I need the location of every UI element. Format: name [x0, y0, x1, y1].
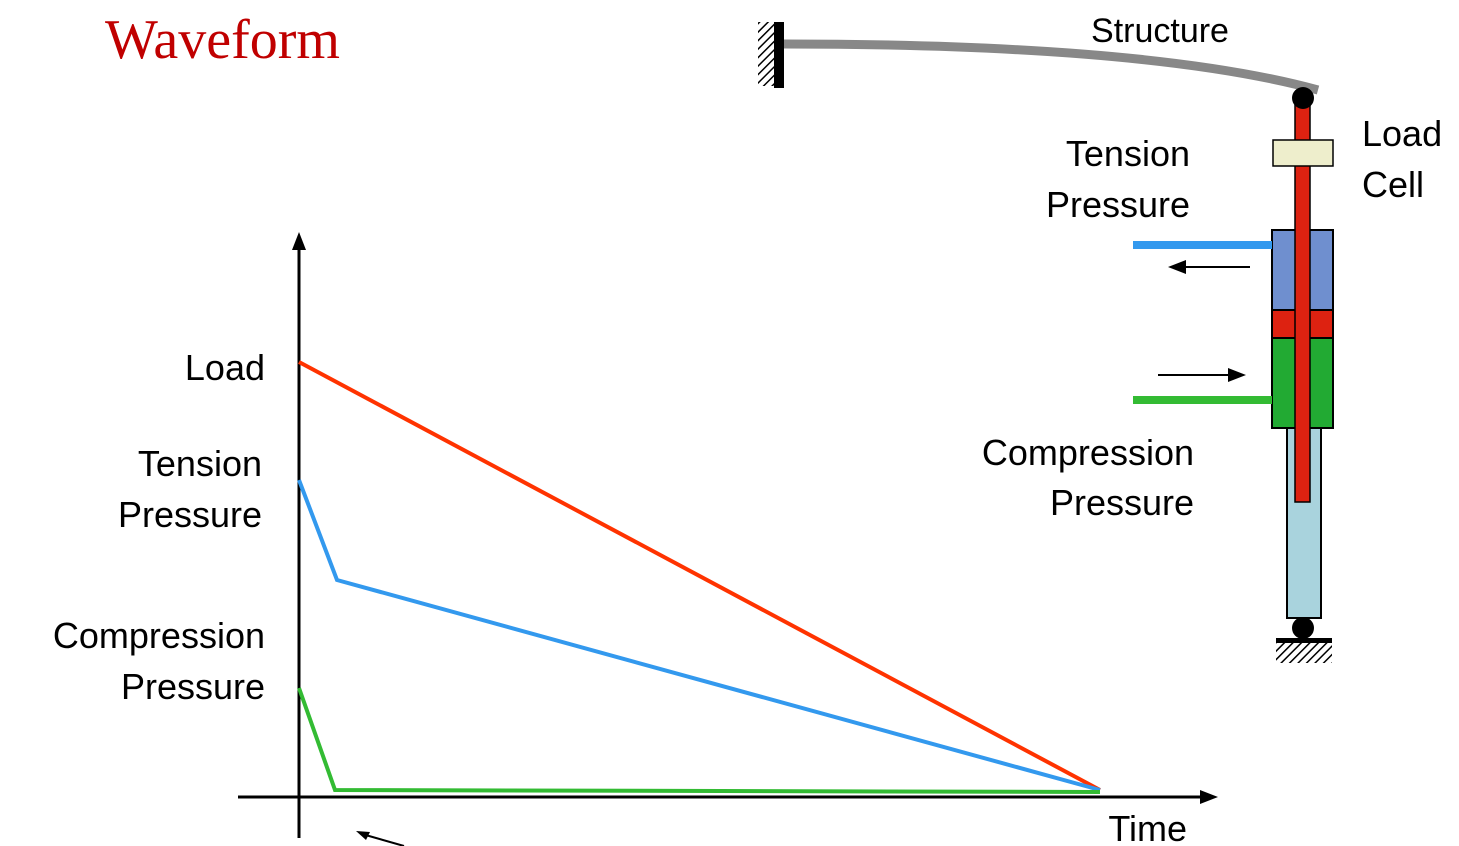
tension-pressure-label-line2: Pressure — [1046, 184, 1190, 225]
compression-pipe — [1133, 396, 1272, 404]
x-axis-arrowhead — [1200, 790, 1218, 804]
wall-support-hatch — [758, 22, 774, 86]
load-cell-label-line1: Load — [1362, 113, 1442, 154]
wall-support — [774, 22, 784, 88]
structure-beam — [783, 39, 1320, 95]
load-cell-label-line2: Cell — [1362, 164, 1424, 205]
tension-flow-arrowhead — [1168, 260, 1186, 274]
bottom-pin-joint — [1292, 617, 1314, 639]
y-axis-arrowhead — [292, 232, 306, 250]
compression-pressure-label-line1: Compression — [982, 432, 1194, 473]
compression-flow-arrowhead — [1228, 368, 1246, 382]
tension-axis-label-line1: Tension — [138, 443, 262, 484]
pointer-arrowhead — [356, 831, 370, 840]
pointer-arrow — [361, 833, 405, 846]
tension-pressure-label-line1: Tension — [1066, 133, 1190, 174]
tension-axis-label-line2: Pressure — [118, 494, 262, 535]
load-axis-label: Load — [185, 347, 265, 388]
structure-label: Structure — [1091, 12, 1229, 50]
waveform-graph: Load Tension Pressure Compression Pressu… — [53, 232, 1218, 846]
ground-hatch — [1276, 643, 1332, 663]
load-cell — [1272, 139, 1334, 167]
tension-pressure-line — [297, 479, 1101, 792]
compression-axis-label-line1: Compression — [53, 615, 265, 656]
time-axis-label: Time — [1108, 808, 1187, 846]
compression-pressure-label-line2: Pressure — [1050, 482, 1194, 523]
ground-plate — [1276, 638, 1332, 643]
load-line — [298, 360, 1101, 792]
compression-axis-label-line2: Pressure — [121, 666, 265, 707]
compression-pressure-line — [297, 687, 1101, 794]
top-pin-joint — [1292, 87, 1314, 109]
diagram-title: Waveform — [105, 9, 340, 71]
actuator-schematic: Structure Load Cell Tension Pressure Com… — [758, 12, 1442, 663]
tension-pipe — [1133, 241, 1272, 249]
